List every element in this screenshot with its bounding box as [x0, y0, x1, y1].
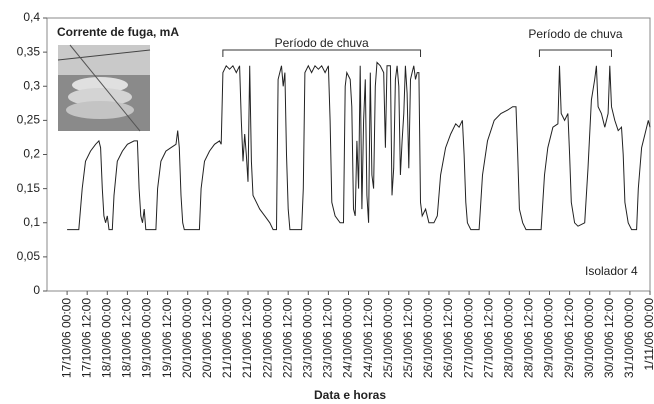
period-bracket: [538, 49, 612, 57]
x-tick-label: 24/10/06 00:00: [341, 298, 355, 378]
y-tick-label: 0,1: [23, 215, 40, 229]
x-tick-label: 19/10/06 00:00: [140, 298, 154, 378]
x-tick-label: 29/10/06 12:00: [562, 298, 576, 378]
x-tick-label: 18/10/06 00:00: [99, 298, 113, 378]
x-tick-label: 30/10/06 00:00: [582, 298, 596, 378]
annotation: Isolador 4: [585, 264, 638, 278]
y-tick-label: 0,15: [17, 181, 41, 195]
y-tick-label: 0: [33, 283, 40, 297]
x-tick-label: 26/10/06 12:00: [441, 298, 455, 378]
y-tick-label: 0,05: [17, 249, 41, 263]
photo-wire: [69, 44, 141, 132]
period-label: Período de chuva: [275, 36, 369, 50]
x-tick-label: 28/10/06 00:00: [501, 298, 515, 378]
photo-insulator: [66, 101, 134, 119]
x-tick-label: 19/10/06 12:00: [160, 298, 174, 378]
x-tick-label: 22/10/06 12:00: [280, 298, 294, 378]
x-tick-label: 27/10/06 00:00: [461, 298, 475, 378]
period-label: Período de chuva: [528, 27, 622, 41]
x-tick-label: 26/10/06 00:00: [421, 298, 435, 378]
x-tick-label: 24/10/06 12:00: [361, 298, 375, 378]
x-tick-label: 23/10/06 12:00: [321, 298, 335, 378]
x-tick-label: 31/10/06 00:00: [622, 298, 636, 378]
x-tick-label: 20/10/06 12:00: [200, 298, 214, 378]
y-tick-label: 0,4: [23, 10, 40, 24]
x-tick-label: 25/10/06 12:00: [401, 298, 415, 378]
photo: [57, 44, 151, 132]
y-tick-label: 0,25: [17, 113, 41, 127]
x-tick-label: 17/10/06 00:00: [59, 298, 73, 378]
x-axis-title: Data e horas: [314, 388, 386, 402]
x-tick-label: 25/10/06 00:00: [381, 298, 395, 378]
chart-title: Corrente de fuga, mA: [57, 25, 179, 39]
x-tick-label: 29/10/06 00:00: [542, 298, 556, 378]
x-tick-label: 27/10/06 12:00: [481, 298, 495, 378]
series-line: [67, 61, 651, 231]
x-tick-label: 17/10/06 12:00: [79, 298, 93, 378]
x-tick-label: 1/11/06 00:00: [642, 298, 654, 371]
period-bracket: [222, 49, 422, 57]
x-tick-label: 30/10/06 12:00: [602, 298, 616, 378]
x-tick-label: 20/10/06 00:00: [180, 298, 194, 378]
photo-wire: [57, 49, 151, 61]
x-tick-label: 22/10/06 00:00: [260, 298, 274, 378]
x-tick-label: 21/10/06 12:00: [240, 298, 254, 378]
x-tick-label: 18/10/06 12:00: [120, 298, 134, 378]
y-tick-label: 0,3: [23, 78, 40, 92]
x-tick-label: 23/10/06 00:00: [300, 298, 314, 378]
y-tick-label: 0,35: [17, 44, 41, 58]
y-tick-label: 0,2: [23, 147, 40, 161]
x-tick-label: 28/10/06 12:00: [522, 298, 536, 378]
x-tick-label: 21/10/06 00:00: [220, 298, 234, 378]
photo-sky: [58, 45, 150, 75]
